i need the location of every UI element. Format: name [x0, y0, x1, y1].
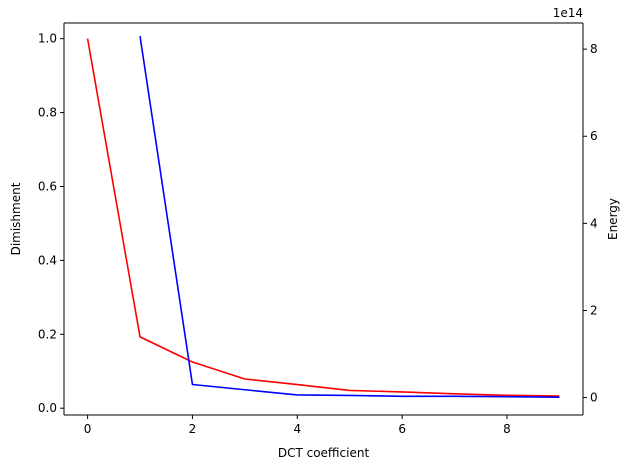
y-axis-right-title: Energy: [606, 198, 620, 240]
x-tick-label: 6: [398, 422, 406, 436]
y-right-tick-label: 2: [590, 303, 598, 317]
x-axis-title: DCT coefficient: [278, 446, 370, 460]
series-line-dimishment: [86, 38, 560, 397]
y-left-tick-label: 0.4: [38, 253, 57, 267]
y-left-tick-label: 0.8: [38, 106, 57, 120]
plot-area: [64, 23, 583, 415]
y-right-tick-label: 6: [590, 129, 598, 143]
series-line-energy: [139, 35, 560, 398]
x-tick-label: 0: [84, 422, 92, 436]
right-axis-offset-text: 1e14: [553, 6, 583, 20]
x-tick-label: 8: [503, 422, 511, 436]
y-left-tick-label: 0.2: [38, 327, 57, 341]
y-left-tick-label: 0.6: [38, 179, 57, 193]
series-layer: [86, 35, 560, 398]
plot-background: [64, 23, 583, 415]
y-right-tick-label: 4: [590, 216, 598, 230]
y-right-tick-label: 8: [590, 42, 598, 56]
x-tick-label: 4: [293, 422, 301, 436]
y-axis-left-title: Dimishment: [9, 182, 23, 255]
x-tick-label: 2: [189, 422, 197, 436]
y-right-tick-label: 0: [590, 391, 598, 405]
y-left-tick-label: 0.0: [38, 401, 57, 415]
axes-layer: 0 2 4 6 8 0.0 0.2 0.4 0.6 0.8 1.0 0 2 4 6 8: [38, 22, 598, 436]
y-left-tick-label: 1.0: [38, 32, 57, 46]
